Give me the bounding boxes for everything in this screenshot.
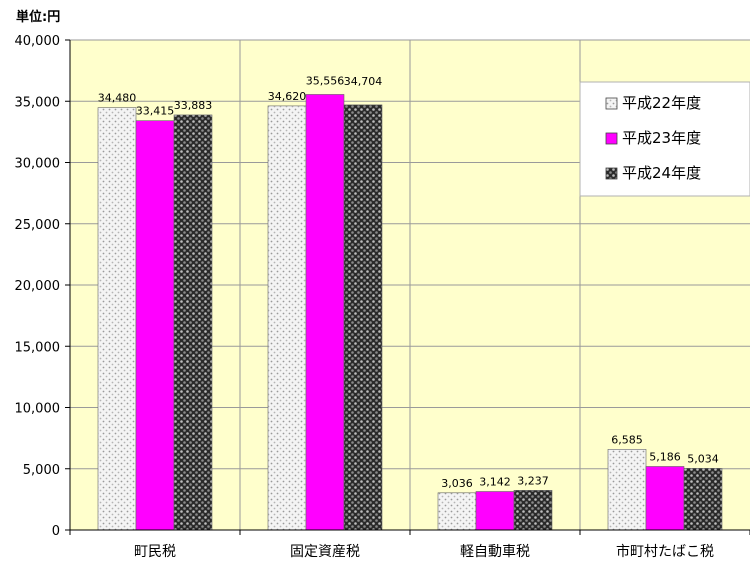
category-label: 市町村たばこ税 xyxy=(616,543,714,560)
unit-label: 単位:円 xyxy=(16,9,60,25)
bar xyxy=(475,491,515,531)
legend-swatch xyxy=(605,167,618,180)
y-tick-label: 25,000 xyxy=(15,218,61,233)
y-tick-label: 30,000 xyxy=(15,157,61,172)
axes: 0 5,000 10,000 15,000 20,000 25,000 30,000 35,0… xyxy=(15,34,750,560)
bar xyxy=(267,105,307,531)
legend-label: 平成22年度 xyxy=(622,94,701,112)
category-label: 町民税 xyxy=(134,544,176,560)
category-label: 軽自動車税 xyxy=(460,543,530,560)
bar xyxy=(135,120,175,531)
bar xyxy=(97,107,137,531)
bar xyxy=(645,466,685,531)
bar xyxy=(305,94,345,531)
data-label: 5,186 xyxy=(649,450,681,463)
data-label: 33,883 xyxy=(174,99,213,112)
y-tick-label: 0 xyxy=(52,524,60,539)
y-tick-label: 15,000 xyxy=(15,340,61,355)
legend-label: 平成23年度 xyxy=(622,129,701,147)
data-label: 3,142 xyxy=(479,476,511,489)
bar xyxy=(437,492,477,531)
bar xyxy=(513,490,553,531)
data-label: 6,585 xyxy=(611,433,643,446)
legend-label: 平成24年度 xyxy=(622,164,701,182)
data-label: 34,620 xyxy=(268,90,307,103)
bars xyxy=(97,94,723,531)
bar xyxy=(343,104,383,531)
data-label: 34,704 xyxy=(344,75,383,88)
data-label: 3,036 xyxy=(441,477,473,490)
legend-swatch xyxy=(605,97,618,110)
data-label: 34,480 xyxy=(98,92,137,105)
y-tick-label: 35,000 xyxy=(15,95,61,110)
data-label: 5,034 xyxy=(687,452,719,465)
data-label: 3,237 xyxy=(517,474,549,487)
y-tick-label: 10,000 xyxy=(15,402,61,417)
y-tick-label: 20,000 xyxy=(15,279,61,294)
y-tick-label: 40,000 xyxy=(15,34,61,49)
category-label: 固定資産税 xyxy=(290,544,360,560)
data-label: 35,556 xyxy=(306,74,345,87)
bar xyxy=(173,114,213,531)
legend-swatch xyxy=(605,132,618,145)
bar xyxy=(607,449,647,531)
bar xyxy=(683,468,723,531)
data-label: 33,415 xyxy=(136,105,175,118)
y-tick-label: 5,000 xyxy=(23,463,60,478)
